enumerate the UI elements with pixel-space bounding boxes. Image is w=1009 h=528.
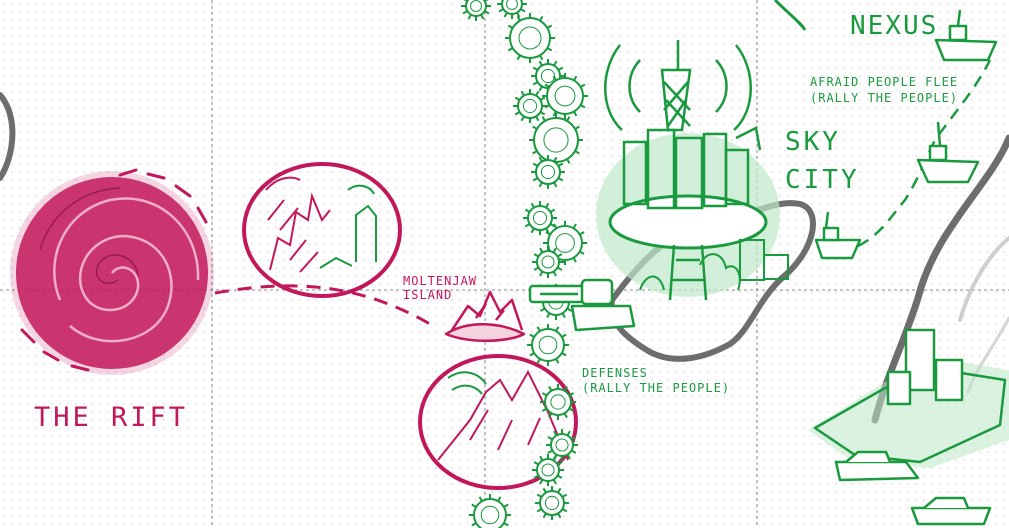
spiked-mine bbox=[546, 429, 578, 461]
defenses-label-line1: DEFENSES bbox=[582, 366, 648, 380]
coast-fragment bbox=[773, 0, 807, 31]
spiked-mine bbox=[532, 246, 564, 278]
rift-label: THE RIFT bbox=[34, 402, 188, 433]
spiked-mine bbox=[527, 324, 569, 366]
afraid-people-label-line2: (RALLY THE PEOPLE) bbox=[810, 91, 958, 105]
nexus-label: NEXUS bbox=[850, 11, 938, 41]
spiked-mine bbox=[532, 454, 564, 486]
spiked-mine bbox=[542, 73, 588, 119]
rift-vs-city-vignette bbox=[242, 162, 402, 298]
nexus-city bbox=[808, 328, 1009, 526]
spiked-mine bbox=[513, 89, 547, 123]
moltenjaw-label-line1: MOLTENJAW bbox=[403, 274, 477, 288]
sky-city-label-line2: CITY bbox=[785, 165, 860, 195]
sky-city-label-line1: SKY bbox=[785, 127, 841, 157]
rift-trail bbox=[214, 284, 431, 326]
moltenjaw-label-line2: ISLAND bbox=[403, 288, 452, 302]
spiked-mine bbox=[535, 486, 569, 520]
rift-vortex bbox=[10, 168, 214, 375]
afraid-people-label-line1: AFRAID PEOPLE FLEE bbox=[810, 75, 958, 89]
defense-cannon bbox=[528, 278, 636, 332]
sky-city-tower bbox=[596, 40, 789, 301]
spiked-mine bbox=[505, 13, 555, 63]
spiked-mine bbox=[531, 155, 565, 189]
spiked-mine bbox=[497, 0, 527, 19]
evacuation-ships bbox=[814, 9, 998, 260]
moltenjaw-island bbox=[444, 290, 526, 342]
defenses-label-line2: (RALLY THE PEOPLE) bbox=[582, 381, 730, 395]
spiked-mine bbox=[523, 201, 557, 235]
defense-mine-wall bbox=[461, 0, 588, 528]
spiked-mine bbox=[540, 384, 576, 420]
spiked-mine bbox=[543, 221, 587, 265]
spiked-mine bbox=[469, 494, 511, 528]
spiked-mine bbox=[461, 0, 491, 21]
